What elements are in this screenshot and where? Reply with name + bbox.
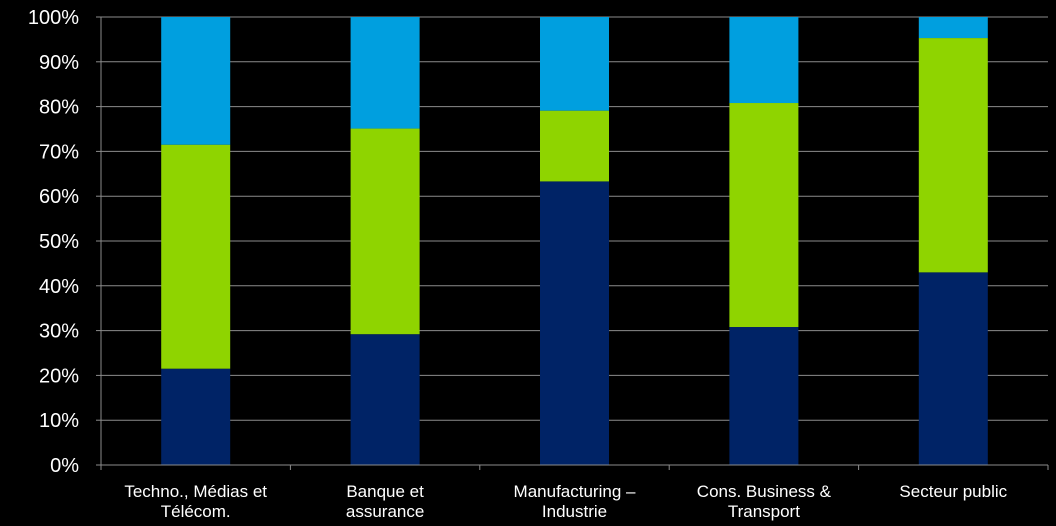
bar-segment-series-2 [540, 110, 609, 182]
bar-segment-series-1 [350, 334, 420, 465]
axes [96, 16, 1049, 470]
y-tick-label: 60% [39, 186, 79, 208]
bar-segment-series-2 [161, 144, 231, 369]
bar-segment-series-3 [350, 17, 420, 129]
x-category-label: assurance [346, 502, 424, 521]
x-category-label: Techno., Médias et [124, 482, 267, 501]
y-tick-label: 10% [39, 410, 79, 432]
x-category-label: Banque et [346, 482, 424, 501]
y-tick-label: 50% [39, 231, 79, 253]
x-category-label: Industrie [542, 502, 607, 521]
bar-segment-series-2 [350, 128, 420, 335]
y-tick-labels: 0% 10% 20% 30% 40% 50% 60% 70% 80% 90% 100% [28, 7, 79, 477]
bar-segment-series-3 [729, 17, 799, 104]
y-tick-label: 100% [28, 7, 79, 29]
bar-segment-series-2 [729, 103, 799, 328]
x-category-label: Manufacturing – [514, 482, 636, 501]
x-category-label: Transport [728, 502, 800, 521]
y-tick-label: 20% [39, 365, 79, 387]
bar-segment-series-1 [161, 368, 231, 465]
y-tick-label: 90% [39, 52, 79, 74]
y-tick-label: 80% [39, 97, 79, 119]
x-category-label: Télécom. [161, 502, 231, 521]
bar-segment-series-1 [918, 272, 988, 465]
x-category-label: Cons. Business & [697, 482, 832, 501]
bar-segment-series-3 [540, 17, 609, 111]
y-tick-label: 0% [50, 455, 79, 477]
x-category-label: Secteur public [899, 482, 1007, 501]
y-tick-label: 70% [39, 141, 79, 163]
bars [161, 17, 988, 465]
y-tick-label: 40% [39, 276, 79, 298]
bar-segment-series-2 [918, 38, 988, 273]
y-tick-label: 30% [39, 321, 79, 343]
bar-segment-series-1 [540, 181, 609, 465]
bar-segment-series-3 [161, 17, 231, 145]
bar-segment-series-1 [729, 327, 799, 465]
bar-segment-series-3 [918, 17, 988, 39]
